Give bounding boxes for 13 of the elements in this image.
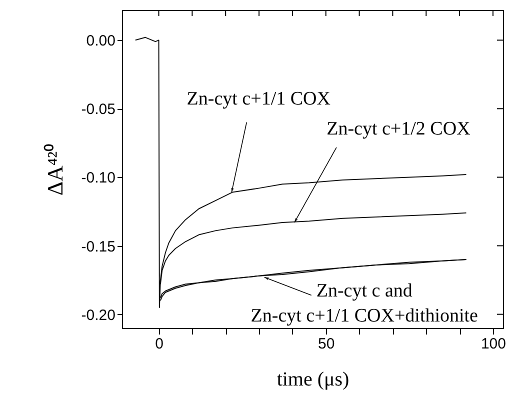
x-axis-title: time (μs) xyxy=(276,368,350,390)
y-tick-label: -0.15 xyxy=(81,238,116,256)
annotation: Zn-cyt c+1/2 COX xyxy=(326,118,471,140)
x-tick-label: 0 xyxy=(155,336,164,352)
y-tick-label: -0.20 xyxy=(81,306,116,324)
y-tick-label: 0.00 xyxy=(86,32,116,50)
x-tick-label: 100 xyxy=(480,336,506,352)
y-tick-label: -0.10 xyxy=(81,170,116,187)
annotation: Zn-cyt c+1/1 COX xyxy=(186,88,331,110)
y-axis-title: ΔA⁴²⁰ xyxy=(42,143,68,196)
x-tick-label: 50 xyxy=(318,336,335,352)
annotation: Zn-cyt c and Zn-cyt c+1/1 COX+dithionite xyxy=(250,280,478,326)
y-tick-label: -0.05 xyxy=(81,101,116,118)
